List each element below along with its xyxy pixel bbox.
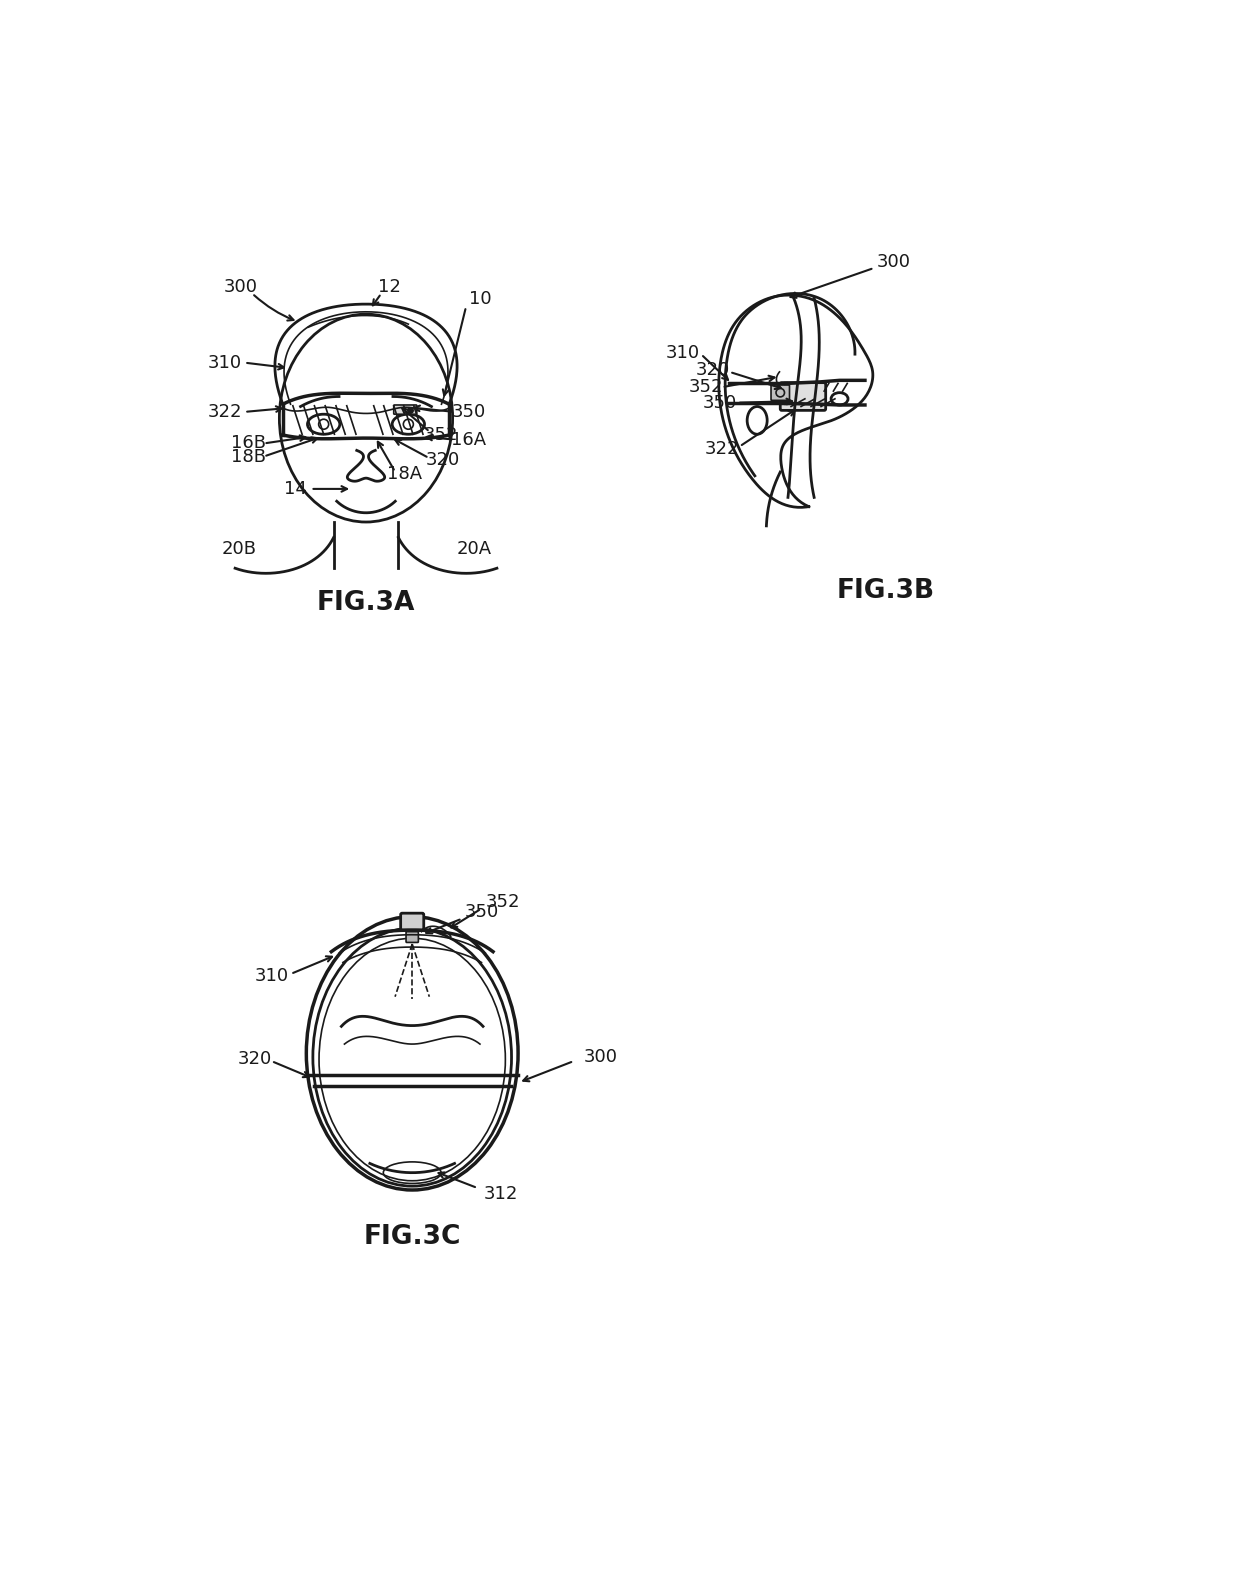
FancyBboxPatch shape [405,932,418,942]
Text: 20A: 20A [456,539,491,558]
Text: 352: 352 [486,894,521,912]
Text: 16A: 16A [451,431,486,449]
Text: 300: 300 [584,1048,618,1066]
Text: 350: 350 [464,904,498,921]
Text: 14: 14 [284,480,306,498]
Text: FIG.3A: FIG.3A [316,590,415,616]
Text: 20B: 20B [222,539,257,558]
Text: 350: 350 [451,403,486,422]
Text: 350: 350 [703,393,738,412]
Text: 10: 10 [469,290,491,307]
Text: 18B: 18B [231,447,265,466]
Text: 300: 300 [223,278,258,296]
Text: 320: 320 [237,1050,272,1069]
Text: 320: 320 [696,361,729,379]
Text: 322: 322 [208,403,242,422]
Text: 322: 322 [704,439,739,458]
Text: 300: 300 [877,253,910,270]
Text: 310: 310 [208,353,242,372]
Text: 18A: 18A [387,465,422,484]
Text: 312: 312 [484,1185,518,1203]
Text: 352: 352 [423,426,458,444]
Text: FIG.3B: FIG.3B [837,578,935,605]
Text: 16B: 16B [231,434,265,452]
FancyBboxPatch shape [401,913,424,931]
FancyBboxPatch shape [771,385,790,401]
Text: 12: 12 [378,278,401,296]
Text: 310: 310 [666,344,701,361]
FancyBboxPatch shape [780,383,826,410]
Text: 310: 310 [254,967,289,985]
Text: FIG.3C: FIG.3C [363,1223,461,1249]
FancyBboxPatch shape [394,406,417,414]
Text: 320: 320 [425,452,460,469]
Text: 352: 352 [689,379,724,396]
